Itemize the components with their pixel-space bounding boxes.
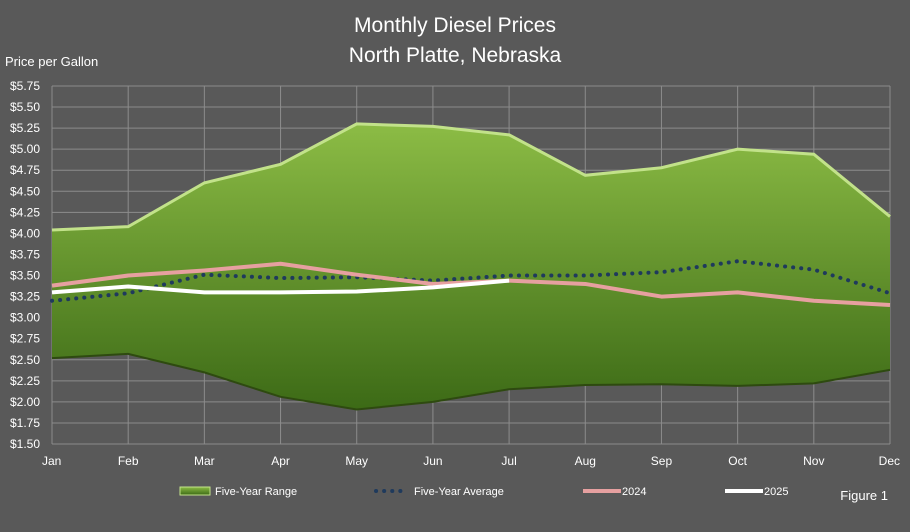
chart-subtitle: North Platte, Nebraska [349, 44, 562, 67]
x-tick-label: Oct [728, 454, 747, 468]
y-axis-title: Price per Gallon [5, 54, 98, 69]
x-tick-label: May [345, 454, 368, 468]
y-tick-label: $4.50 [10, 184, 40, 198]
x-axis-tick-labels: Jan Feb Mar Apr May Jun Jul Aug Sep Oct Nov Dec [42, 454, 900, 468]
y-tick-label: $2.00 [10, 395, 40, 409]
legend-label-five-year-range: Five-Year Range [215, 486, 297, 498]
y-tick-label: $2.25 [10, 374, 40, 388]
five-year-range-area [51, 122, 891, 411]
legend-label-five-year-average: Five-Year Average [414, 486, 504, 498]
series-lines [50, 259, 892, 308]
legend-label-2024: 2024 [622, 486, 646, 498]
figure-label: Figure 1 [840, 488, 888, 503]
line-2025 [51, 278, 510, 295]
five-year-average-line [50, 259, 892, 303]
y-tick-label: $2.50 [10, 353, 40, 367]
five-year-range-high-edge [51, 122, 891, 232]
x-tick-label: Aug [575, 454, 596, 468]
x-tick-label: Jun [423, 454, 442, 468]
y-tick-label: $3.00 [10, 311, 40, 325]
x-tick-label: Jan [42, 454, 61, 468]
x-tick-label: Dec [879, 454, 900, 468]
x-tick-label: Nov [803, 454, 824, 468]
x-tick-label: Feb [118, 454, 139, 468]
chart-title: Monthly Diesel Prices [354, 14, 556, 37]
legend-swatch-five-year-range [179, 486, 211, 496]
x-tick-label: Apr [271, 454, 290, 468]
x-tick-label: Mar [194, 454, 215, 468]
y-tick-label: $3.25 [10, 290, 40, 304]
y-tick-label: $1.50 [10, 437, 40, 451]
y-tick-label: $4.00 [10, 226, 40, 240]
y-tick-label: $2.75 [10, 332, 40, 346]
y-axis-tick-labels: $1.50 $1.75 $2.00 $2.25 $2.50 $2.75 $3.00 $3.25… [10, 79, 40, 451]
five-year-range-low-edge [51, 352, 891, 411]
y-tick-label: $1.75 [10, 416, 40, 430]
y-tick-label: $5.25 [10, 121, 40, 135]
y-tick-label: $3.50 [10, 269, 40, 283]
y-tick-label: $4.75 [10, 163, 40, 177]
y-tick-label: $5.00 [10, 142, 40, 156]
y-tick-label: $4.25 [10, 205, 40, 219]
y-tick-label: $5.75 [10, 79, 40, 93]
legend: Five-Year Range Five-Year Average 2024 2… [179, 486, 788, 498]
y-tick-label: $5.50 [10, 100, 40, 114]
x-tick-label: Sep [651, 454, 673, 468]
x-tick-label: Jul [501, 454, 516, 468]
five-year-range-band [52, 123, 890, 410]
legend-label-2025: 2025 [764, 486, 788, 498]
y-tick-label: $3.75 [10, 247, 40, 261]
